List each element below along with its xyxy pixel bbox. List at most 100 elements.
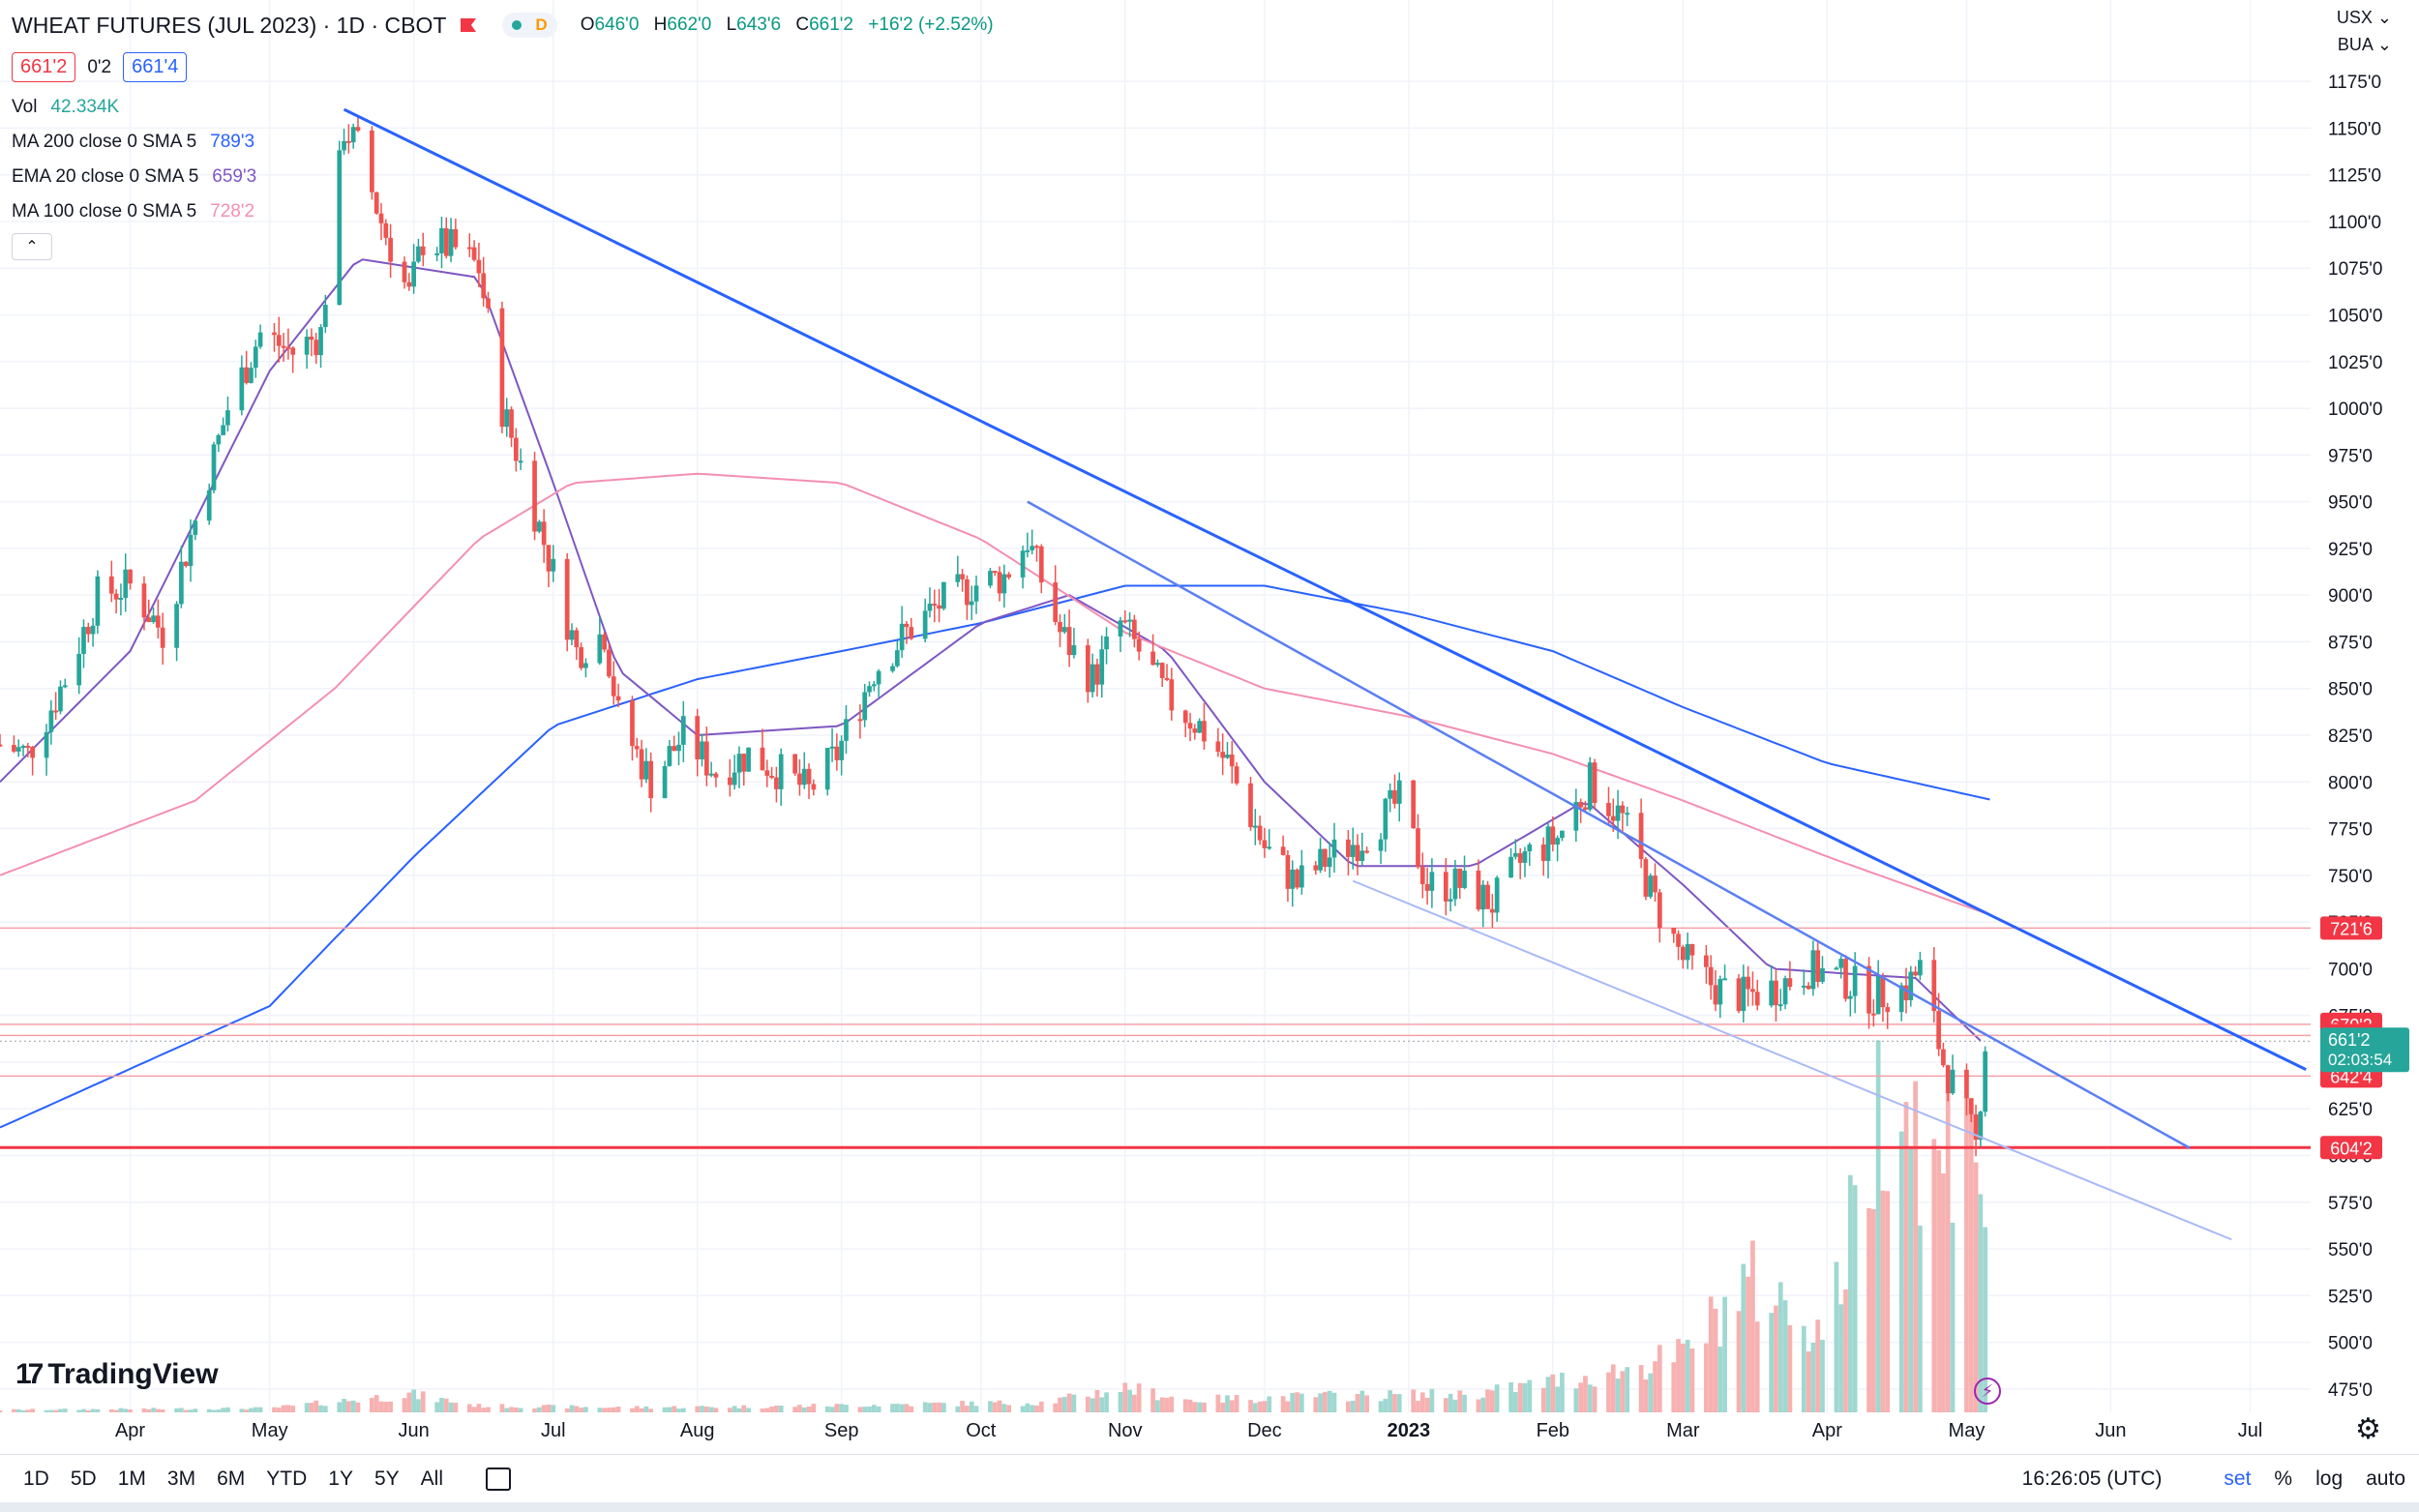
volume-bar xyxy=(890,1404,895,1412)
percent-scale-toggle[interactable]: % xyxy=(2274,1468,2293,1490)
indicator-row-ma100[interactable]: MA 100 close 0 SMA 5 728'2 xyxy=(12,201,255,222)
y-tick-label: 525'0 xyxy=(2328,1287,2373,1307)
candle-body xyxy=(44,731,49,758)
candle-body xyxy=(1030,546,1035,550)
price-chart[interactable]: 475'0500'0525'0550'0575'0600'0625'0650'0… xyxy=(0,0,2419,1454)
volume-bar xyxy=(1257,1401,1263,1412)
candle-body xyxy=(314,340,319,356)
clock-time[interactable]: 16:26:05 (UTC) xyxy=(2021,1468,2163,1490)
indicator-row-ma200[interactable]: MA 200 close 0 SMA 5 789'3 xyxy=(12,132,255,152)
volume-bar xyxy=(411,1389,416,1412)
session-toggle[interactable]: set xyxy=(2224,1468,2252,1490)
volume-bar xyxy=(909,1406,914,1412)
indicator-row-vol[interactable]: Vol 42.334K xyxy=(12,97,120,117)
range-6m-button[interactable]: 6M xyxy=(217,1468,246,1490)
gear-icon[interactable]: ⚙ xyxy=(2355,1413,2381,1445)
volume-bar xyxy=(1313,1397,1319,1412)
symbol-title[interactable]: WHEAT FUTURES (JUL 2023) · 1D · CBOT xyxy=(12,12,447,38)
candle-body xyxy=(81,627,86,654)
volume-bar xyxy=(1187,1399,1193,1412)
volume-bar xyxy=(824,1406,830,1412)
y-tick-label: 1075'0 xyxy=(2328,259,2382,280)
volume-bar xyxy=(1248,1400,1253,1412)
collapse-legend-button[interactable]: ⌃ xyxy=(12,233,52,260)
range-3m-button[interactable]: 3M xyxy=(166,1468,196,1490)
log-scale-toggle[interactable]: log xyxy=(2315,1468,2344,1490)
candle-body xyxy=(1713,985,1718,1005)
candle-body xyxy=(156,615,161,628)
candle-body xyxy=(1299,865,1304,888)
candle-body xyxy=(1169,679,1175,711)
candle-body xyxy=(12,745,16,752)
volume-bar xyxy=(350,1400,356,1412)
candle-body xyxy=(1657,892,1662,929)
range-5y-button[interactable]: 5Y xyxy=(373,1468,400,1490)
volume-bar xyxy=(1648,1373,1654,1412)
volume-bar xyxy=(797,1405,802,1412)
range-all-button[interactable]: All xyxy=(420,1468,443,1490)
volume-bar xyxy=(1713,1308,1718,1412)
sell-price-button[interactable]: 661'2 xyxy=(12,52,76,82)
candle-body xyxy=(1815,950,1821,982)
volume-bar xyxy=(732,1406,737,1412)
volume-bar xyxy=(76,1409,82,1412)
candle-body xyxy=(1587,762,1593,810)
volume-bar xyxy=(1476,1399,1481,1412)
y-tick-label: 1125'0 xyxy=(2328,166,2381,187)
volume-bar xyxy=(1006,1405,1012,1412)
auto-scale-toggle[interactable]: auto xyxy=(2366,1468,2405,1490)
volume-bar xyxy=(1252,1403,1258,1412)
candle-body xyxy=(1852,965,1858,996)
candle-body xyxy=(1061,627,1067,633)
volume-bar xyxy=(85,1409,91,1412)
trendline-3 xyxy=(1352,879,2232,1241)
volume-bar xyxy=(1945,1089,1951,1412)
buy-price-button[interactable]: 661'4 xyxy=(123,52,188,82)
candle-body xyxy=(193,520,198,535)
candle-body xyxy=(1285,854,1291,889)
volume-bar xyxy=(583,1407,588,1412)
volume-bar xyxy=(1615,1379,1621,1412)
indicator-row-ema20[interactable]: EMA 20 close 0 SMA 5 659'3 xyxy=(12,166,257,187)
range-1d-button[interactable]: 1D xyxy=(23,1468,49,1490)
flag-icon[interactable] xyxy=(460,17,477,33)
volume-bar xyxy=(811,1404,817,1412)
candle-body xyxy=(1462,870,1467,888)
range-ytd-button[interactable]: YTD xyxy=(266,1468,308,1490)
candle-body xyxy=(1550,826,1556,845)
volume-bar xyxy=(1834,1261,1839,1412)
candle-body xyxy=(1834,967,1839,970)
candle-body xyxy=(941,581,946,609)
candle-body xyxy=(774,777,779,789)
market-status[interactable]: D xyxy=(502,13,557,38)
range-5d-button[interactable]: 5D xyxy=(70,1468,97,1490)
candle-body xyxy=(1225,755,1230,758)
volume-bar xyxy=(257,1407,263,1412)
range-1m-button[interactable]: 1M xyxy=(117,1468,146,1490)
candle-body xyxy=(764,770,770,776)
calendar-icon[interactable] xyxy=(486,1468,511,1491)
x-tick-label: Nov xyxy=(1108,1420,1143,1441)
volume-bar xyxy=(1122,1382,1128,1412)
unit-selector[interactable]: BUA ⌄ xyxy=(2337,35,2392,54)
volume-bar xyxy=(1513,1392,1518,1412)
candle-body xyxy=(1843,959,1848,999)
volume-bar xyxy=(1104,1392,1109,1412)
volume-bar xyxy=(1685,1340,1690,1412)
candle-body xyxy=(476,259,482,274)
candle-body xyxy=(1787,978,1793,988)
volume-bar xyxy=(1058,1397,1062,1412)
candle-body xyxy=(736,754,742,773)
range-1y-button[interactable]: 1Y xyxy=(328,1468,353,1490)
candle-body xyxy=(58,686,63,712)
lightning-icon[interactable]: ⚡ xyxy=(1974,1378,2001,1405)
volume-bar xyxy=(216,1409,222,1412)
currency-selector[interactable]: USX ⌄ xyxy=(2336,8,2392,27)
volume-bar xyxy=(1424,1397,1430,1412)
x-tick-label: Apr xyxy=(1812,1420,1842,1441)
x-tick-label: Mar xyxy=(1666,1420,1700,1441)
volume-bar xyxy=(1299,1393,1304,1412)
volume-bar xyxy=(1327,1390,1332,1412)
candle-body xyxy=(1945,1065,1951,1094)
volume-bar xyxy=(579,1408,583,1412)
